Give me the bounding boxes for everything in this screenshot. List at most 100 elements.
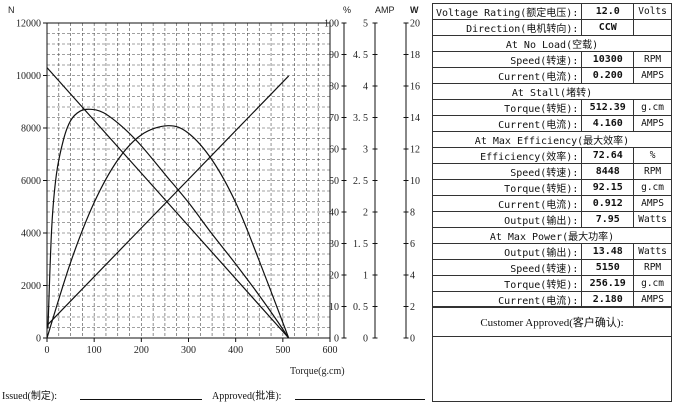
max-power-title: At Max Power(最大功率): [432, 227, 672, 244]
current-tick-label: 3. 5: [353, 113, 368, 124]
power-axis-unit: W: [410, 5, 419, 15]
power-tick-label: 10: [410, 176, 420, 187]
efficiency-tick-label: 0: [334, 334, 339, 345]
issued-signature-line: [80, 399, 202, 400]
power-tick-label: 20: [410, 19, 420, 30]
x-tick-label: 400: [228, 345, 243, 356]
efficiency-tick-label: 10: [329, 302, 339, 313]
current-tick-label: 2. 5: [353, 176, 368, 187]
stall-torque-value: 512.39: [581, 99, 635, 116]
efficiency-axis-unit: %: [343, 5, 351, 15]
max-eff-current-unit: AMPS: [633, 195, 672, 212]
current-curve: [46, 75, 290, 326]
stall-current-label: Current(电流):: [431, 115, 583, 132]
customer-approval-box: Customer Approved(客户确认):: [432, 306, 672, 402]
no-load-speed-label: Speed(转速):: [431, 51, 583, 68]
max-eff-efficiency-label: Efficiency(效率):: [431, 147, 583, 164]
no-load-speed-unit: RPM: [633, 51, 672, 68]
spec-table: Voltage Rating(额定电压): 12.0 Volts Directi…: [431, 3, 672, 308]
max-eff-output-label: Output(输出):: [431, 211, 583, 228]
max-power-output-label: Output(输出):: [431, 243, 583, 260]
efficiency-tick-label: 70: [329, 113, 339, 124]
efficiency-tick-label: 90: [329, 50, 339, 61]
efficiency-tick-label: 60: [329, 145, 339, 156]
direction-value: CCW: [581, 19, 635, 36]
spec-row-voltage: Voltage Rating(额定电压): 12.0 Volts: [431, 3, 672, 20]
max-power-current-unit: AMPS: [633, 291, 672, 308]
max-power-torque-unit: g.cm: [633, 275, 672, 292]
stall-current-value: 4.160: [581, 115, 635, 132]
x-tick-label: 0: [45, 345, 50, 356]
current-tick-label: 2: [363, 208, 368, 219]
power-tick-label: 0: [410, 334, 415, 345]
efficiency-tick-label: 100: [324, 19, 339, 30]
speed-tick-label: 4000: [21, 229, 41, 240]
max-eff-efficiency-unit: %: [633, 147, 672, 164]
speed-axis-unit: N: [8, 5, 15, 15]
efficiency-tick-label: 50: [329, 176, 339, 187]
max-eff-speed-label: Speed(转速):: [431, 163, 583, 180]
current-tick-label: 4. 5: [353, 50, 368, 61]
x-tick-label: 200: [134, 345, 149, 356]
speed-tick-label: 0: [36, 334, 41, 345]
max-power-output-value: 13.48: [581, 243, 635, 260]
stall-torque-label: Torque(转矩):: [431, 99, 583, 116]
x-tick-label: 600: [323, 345, 338, 356]
current-tick-label: 4: [363, 82, 368, 93]
no-load-current-unit: AMPS: [633, 67, 672, 84]
no-load-title: At No Load(空载): [432, 35, 672, 52]
issued-label: Issued(制定):: [2, 391, 57, 402]
direction-label: Direction(电机转向):: [431, 19, 583, 36]
no-load-current-label: Current(电流):: [431, 67, 583, 84]
speed-tick-label: 8000: [21, 124, 41, 135]
stall-torque-unit: g.cm: [633, 99, 672, 116]
customer-approval-title: Customer Approved(客户确认):: [480, 317, 624, 329]
no-load-current-value: 0.200: [581, 67, 635, 84]
efficiency-tick-label: 30: [329, 239, 339, 250]
approved-signature-line: [295, 399, 425, 400]
x-tick-label: 500: [275, 345, 290, 356]
efficiency-tick-label: 20: [329, 271, 339, 282]
max-power-current-label: Current(电流):: [431, 291, 583, 308]
power-tick-label: 2: [410, 302, 415, 313]
stall-title: At Stall(堵转): [432, 83, 672, 100]
max-eff-output-unit: Watts: [633, 211, 672, 228]
max-power-speed-label: Speed(转速):: [431, 259, 583, 276]
power-tick-label: 6: [410, 239, 415, 250]
current-tick-label: 1: [363, 271, 368, 282]
current-tick-label: 0. 5: [353, 302, 368, 313]
voltage-label: Voltage Rating(额定电压):: [431, 3, 583, 20]
max-eff-current-value: 0.912: [581, 195, 635, 212]
power-tick-label: 4: [410, 271, 415, 282]
motor-performance-chart: 0 100 200 300 400 500 600020004000600080001000…: [8, 5, 420, 377]
max-eff-efficiency-value: 72.64: [581, 147, 635, 164]
power-tick-label: 8: [410, 208, 415, 219]
max-eff-torque-unit: g.cm: [633, 179, 672, 196]
no-load-speed-value: 10300: [581, 51, 635, 68]
speed-curve: [46, 67, 290, 339]
current-tick-label: 5: [363, 19, 368, 30]
power-tick-label: 14: [410, 113, 420, 124]
voltage-unit: Volts: [633, 3, 672, 20]
x-axis-label: Torque(g.cm): [290, 366, 345, 377]
x-tick-label: 300: [181, 345, 196, 356]
max-power-output-unit: Watts: [633, 243, 672, 260]
chart-curves: [46, 67, 290, 339]
max-eff-speed-unit: RPM: [633, 163, 672, 180]
power-curve: [46, 125, 290, 339]
spec-row-direction: Direction(电机转向): CCW: [431, 19, 672, 36]
max-eff-title: At Max Efficiency(最大效率): [432, 131, 672, 148]
max-eff-current-label: Current(电流):: [431, 195, 583, 212]
customer-approval-divider: [433, 336, 671, 337]
speed-tick-label: 6000: [21, 176, 41, 187]
chart-axes: 0 100 200 300 400 500 600020004000600080001000…: [16, 19, 420, 357]
efficiency-tick-label: 40: [329, 208, 339, 219]
current-tick-label: 3: [363, 145, 368, 156]
current-axis-unit: AMP: [375, 5, 395, 15]
max-power-torque-value: 256.19: [581, 275, 635, 292]
max-power-speed-value: 5150: [581, 259, 635, 276]
power-tick-label: 12: [410, 145, 420, 156]
speed-tick-label: 12000: [16, 19, 41, 30]
power-tick-label: 16: [410, 82, 420, 93]
current-tick-label: 1. 5: [353, 239, 368, 250]
